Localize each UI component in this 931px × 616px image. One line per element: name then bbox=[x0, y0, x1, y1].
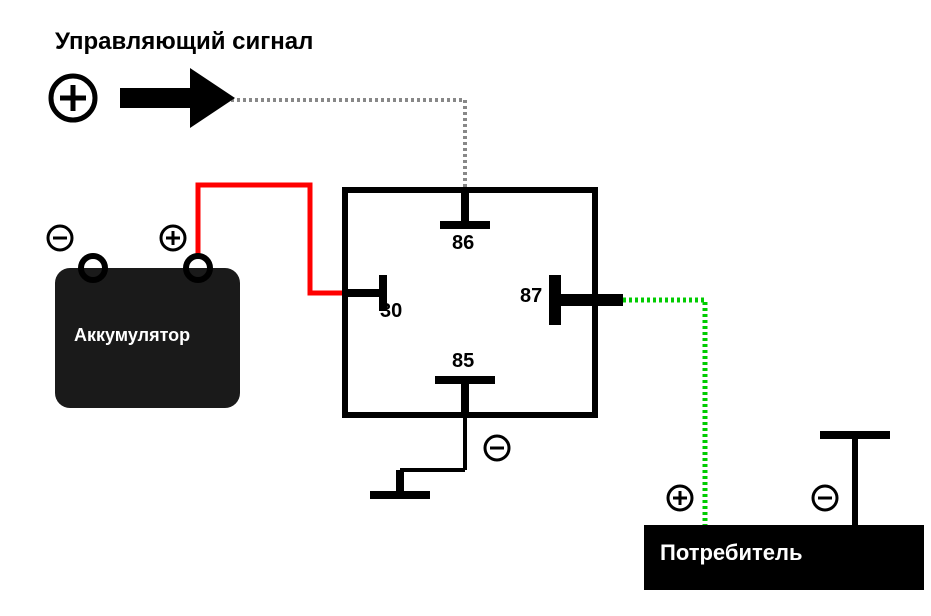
title-label: Управляющий сигнал bbox=[55, 28, 313, 56]
minus-circle-battery bbox=[48, 226, 72, 250]
pin-87-label: 87 bbox=[520, 285, 542, 308]
plus-circle-battery bbox=[161, 226, 185, 250]
signal-wire bbox=[225, 100, 465, 190]
circuit-svg bbox=[0, 0, 931, 616]
pin-85-label: 85 bbox=[452, 350, 474, 373]
plus-circle-consumer bbox=[668, 486, 692, 510]
battery-label: Аккумулятор bbox=[74, 325, 190, 346]
pin-86-label: 86 bbox=[452, 232, 474, 255]
consumer-label: Потребитель bbox=[660, 540, 802, 566]
plus-circle-large bbox=[51, 76, 95, 120]
arrow-icon bbox=[120, 68, 235, 128]
minus-circle-consumer bbox=[813, 486, 837, 510]
green-wire bbox=[623, 300, 705, 525]
minus-circle-pin85 bbox=[485, 436, 509, 460]
pin-30-label: 30 bbox=[380, 300, 402, 323]
circuit-diagram: Управляющий сигнал Аккумулятор Потребите… bbox=[0, 0, 931, 616]
